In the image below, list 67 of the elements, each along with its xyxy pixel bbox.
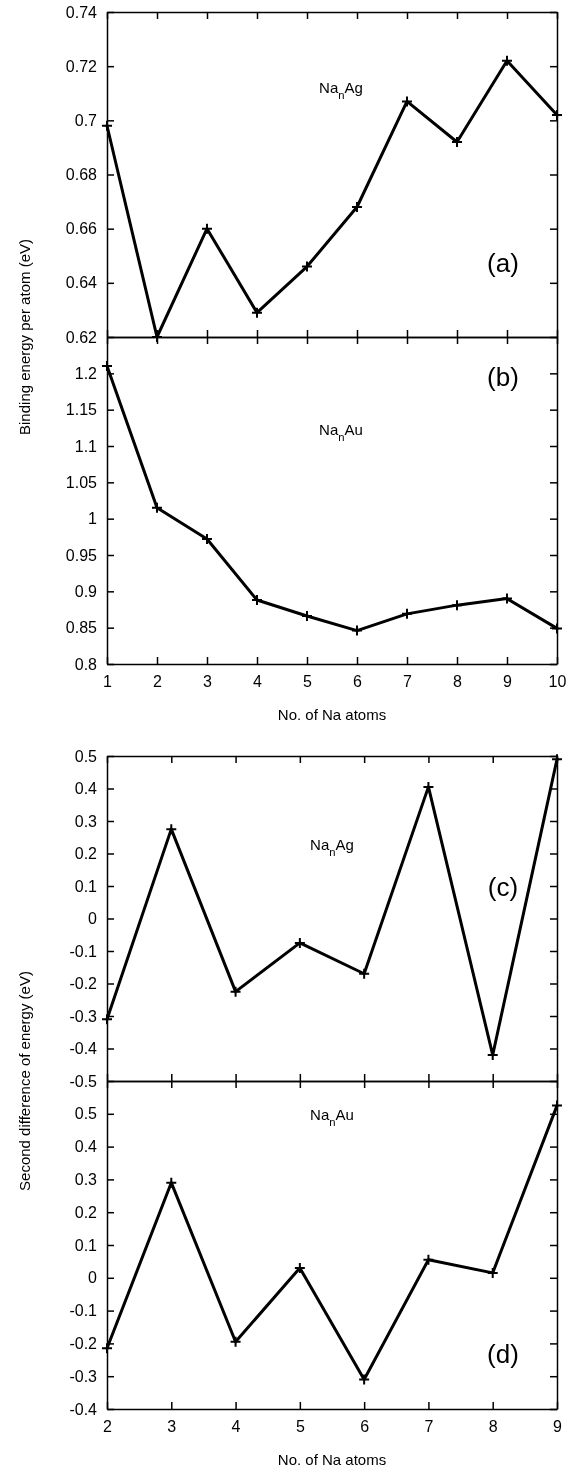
y-tick-label: 0 <box>88 910 98 928</box>
y-tick-label: 0.64 <box>65 274 98 292</box>
y-axis-title: Second difference of energy (eV) <box>16 971 33 1191</box>
annotation: Na$_{n}$Au <box>310 1106 354 1129</box>
x-tick-label: 2 <box>153 673 163 691</box>
y-tick-label: 0.3 <box>74 1171 98 1189</box>
y-tick-label: 0.1 <box>74 877 98 895</box>
y-tick-label: 0.1 <box>74 1236 98 1254</box>
x-tick-label: 3 <box>167 1418 177 1436</box>
y-tick-label: -0.4 <box>69 1040 98 1058</box>
y-tick-label: 0.74 <box>65 3 98 21</box>
y-tick-label: 1.1 <box>74 437 98 455</box>
y-tick-label: -0.1 <box>69 942 98 960</box>
y-tick-label: 0.5 <box>74 1105 98 1123</box>
y-tick-label: -0.2 <box>69 1335 98 1353</box>
x-tick-label: 9 <box>553 1418 563 1436</box>
annotation: (b) <box>487 362 519 393</box>
y-tick-label: 1.05 <box>65 473 98 491</box>
x-tick-label: 4 <box>231 1418 241 1436</box>
y-tick-label: 0.85 <box>65 619 98 637</box>
y-tick-label: 1 <box>88 510 98 528</box>
y-tick-label: 1.15 <box>65 401 98 419</box>
y-tick-label: -0.1 <box>69 1302 98 1320</box>
x-tick-label: 1 <box>103 673 113 691</box>
x-tick-label: 7 <box>403 673 413 691</box>
y-tick-label: 0.8 <box>74 655 98 673</box>
annotation: Na$_{n}$Au <box>319 421 363 444</box>
x-tick-label: 5 <box>295 1418 305 1436</box>
x-tick-label: 8 <box>488 1418 498 1436</box>
x-tick-label: 8 <box>453 673 463 691</box>
y-tick-label: 0.72 <box>65 57 98 75</box>
y-tick-label: 0.2 <box>74 1203 98 1221</box>
x-tick-label: 6 <box>360 1418 370 1436</box>
y-tick-label: 0.3 <box>74 812 98 830</box>
x-axis-title: No. of Na atoms <box>277 706 387 723</box>
y-tick-label: 0.9 <box>74 582 98 600</box>
annotation: (d) <box>487 1339 519 1370</box>
y-tick-label: 0 <box>88 1269 98 1287</box>
x-tick-label: 5 <box>303 673 313 691</box>
y-tick-label: 0.4 <box>74 1138 98 1156</box>
x-axis-title: No. of Na atoms <box>277 1451 387 1468</box>
x-tick-label: 10 <box>548 673 567 691</box>
annotation: Na$_{n}$Ag <box>310 836 354 859</box>
y-tick-label: 1.2 <box>74 364 98 382</box>
y-tick-label: 0.5 <box>74 747 98 765</box>
y-tick-label: 0.62 <box>65 328 98 346</box>
annotation: (a) <box>487 248 519 278</box>
y-tick-label: -0.3 <box>69 1367 98 1385</box>
y-tick-label: 0.66 <box>65 220 98 238</box>
y-tick-label: 0.68 <box>65 166 98 184</box>
annotation: Na$_{n}$Ag <box>319 79 363 102</box>
x-tick-label: 7 <box>424 1418 434 1436</box>
y-tick-label: 0.2 <box>74 845 98 863</box>
y-tick-label: 0.95 <box>65 546 98 564</box>
y-axis-title: Binding energy per atom (eV) <box>16 239 33 435</box>
annotation: (c) <box>487 871 519 902</box>
x-tick-label: 9 <box>503 673 513 691</box>
y-tick-label: -0.2 <box>69 975 98 993</box>
x-tick-label: 3 <box>203 673 213 691</box>
y-tick-label: -0.4 <box>69 1400 98 1418</box>
y-tick-label: 0.7 <box>74 111 98 129</box>
y-tick-label: 0.4 <box>74 780 98 798</box>
x-tick-label: 2 <box>103 1418 113 1436</box>
y-tick-label: -0.5 <box>69 1072 98 1090</box>
x-tick-label: 4 <box>253 673 263 691</box>
x-tick-label: 6 <box>353 673 363 691</box>
y-tick-label: -0.3 <box>69 1007 98 1025</box>
